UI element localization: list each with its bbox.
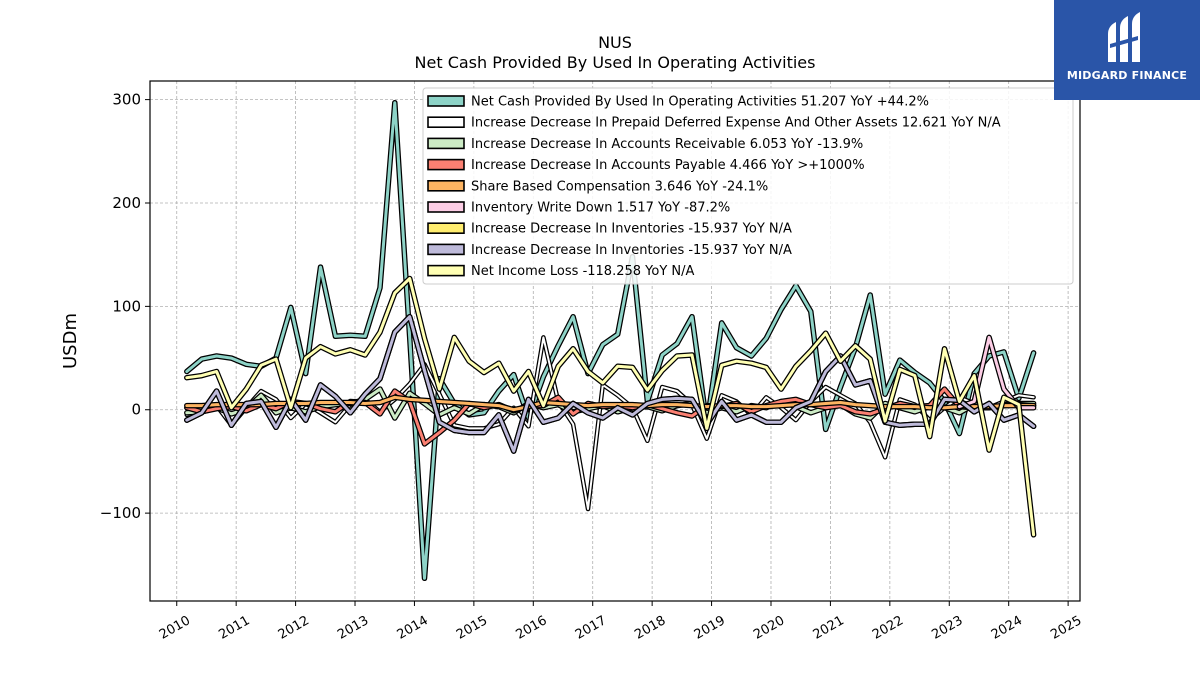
legend-series-name: Net Cash Provided By Used In Operating A…: [471, 95, 801, 110]
chart-subtitle: Net Cash Provided By Used In Operating A…: [415, 53, 816, 72]
legend-swatch: [427, 201, 465, 213]
series-line: [185, 395, 1036, 412]
legend-swatch: [427, 243, 465, 256]
legend-label: Increase Decrease In Inventories -15.937…: [471, 222, 792, 237]
legend-label: Increase Decrease In Prepaid Deferred Ex…: [471, 116, 1001, 131]
legend-swatch: [427, 264, 465, 277]
legend-label: Increase Decrease In Inventories -15.937…: [471, 243, 792, 258]
legend-yoy: YoY >+1000%: [770, 158, 864, 173]
legend-label: Inventory Write Down 1.517 YoY -87.2%: [471, 201, 730, 216]
legend-value: -118.258: [583, 264, 646, 279]
x-tick-label: 2012: [276, 613, 312, 643]
x-tick-label: 2016: [513, 613, 549, 643]
x-tick-label: 2025: [1048, 613, 1084, 643]
legend-entry: Increase Decrease In Prepaid Deferred Ex…: [427, 116, 1001, 131]
legend: Net Cash Provided By Used In Operating A…: [422, 87, 1074, 285]
series-9: [184, 275, 1037, 538]
legend-yoy: YoY N/A: [644, 264, 694, 279]
legend-value: 6.053: [750, 137, 791, 152]
legend-swatch: [427, 222, 465, 234]
legend-value: 12.621: [902, 116, 952, 131]
chart-title: NUS: [598, 33, 632, 52]
y-tick-label: 300: [112, 91, 141, 109]
x-tick-label: 2011: [216, 613, 252, 643]
x-tick-label: 2017: [573, 613, 609, 643]
legend-series-name: Share Based Compensation: [471, 179, 655, 194]
legend-value: -15.937: [688, 222, 742, 237]
legend-yoy: YoY N/A: [950, 116, 1000, 131]
legend-swatch: [427, 137, 465, 150]
y-tick-label: 200: [112, 194, 141, 212]
brand-logo: MIDGARD FINANCE: [1054, 0, 1200, 100]
legend-yoy: YoY N/A: [742, 243, 792, 258]
legend-entry: Net Income Loss -118.258 YoY N/A: [427, 264, 695, 279]
y-tick-label: −100: [100, 504, 141, 522]
legend-value: 51.207: [801, 95, 851, 110]
series-8: [184, 313, 1037, 454]
plot-frame: [149, 80, 1081, 602]
legend-yoy: YoY -24.1%: [695, 179, 768, 194]
legend-yoy: YoY -87.2%: [657, 201, 730, 216]
x-tick-label: 2014: [395, 613, 431, 643]
brand-emblem-icon: [1108, 12, 1140, 62]
x-tick-label: 2019: [692, 613, 728, 643]
legend-series-name: Increase Decrease In Inventories: [471, 243, 688, 258]
legend-yoy: YoY N/A: [742, 222, 792, 237]
legend-label: Increase Decrease In Accounts Receivable…: [471, 137, 863, 152]
x-tick-label: 2010: [157, 613, 193, 643]
legend-yoy: YoY -13.9%: [790, 137, 863, 152]
x-tick-label: 2015: [454, 613, 490, 643]
x-tick-label: 2021: [811, 613, 847, 643]
x-tick-label: 2018: [632, 613, 668, 643]
x-tick-label: 2023: [929, 613, 965, 643]
legend-value: 4.466: [730, 158, 771, 173]
series-line: [185, 315, 1036, 453]
legend-series-name: Inventory Write Down: [471, 201, 617, 216]
legend-entry: Increase Decrease In Accounts Receivable…: [427, 137, 863, 152]
legend-entry: Increase Decrease In Accounts Payable 4.…: [427, 158, 865, 173]
legend-yoy: YoY +44.2%: [850, 95, 929, 110]
brand-name: MIDGARD FINANCE: [1066, 69, 1188, 82]
legend-series-name: Net Income Loss: [471, 264, 583, 279]
legend-series-name: Increase Decrease In Accounts Payable: [471, 158, 730, 173]
legend-label: Net Income Loss -118.258 YoY N/A: [471, 264, 695, 279]
legend-series-name: Increase Decrease In Accounts Receivable: [471, 137, 750, 152]
legend-entry: Net Cash Provided By Used In Operating A…: [427, 95, 929, 110]
x-tick-label: 2022: [870, 613, 906, 643]
y-tick-label: 100: [112, 297, 141, 315]
x-tick-label: 2024: [989, 613, 1025, 643]
y-tick-label: 0: [131, 401, 141, 419]
legend-swatch: [427, 180, 465, 192]
legend-label: Net Cash Provided By Used In Operating A…: [471, 95, 929, 110]
legend-label: Increase Decrease In Accounts Payable 4.…: [471, 158, 865, 173]
series-2: [184, 335, 1036, 512]
legend-swatch: [427, 116, 465, 128]
y-axis-label: USDm: [60, 313, 81, 369]
legend-entry: Increase Decrease In Inventories -15.937…: [427, 243, 792, 258]
legend-entry: Inventory Write Down 1.517 YoY -87.2%: [427, 201, 730, 216]
legend-box: [422, 87, 1074, 285]
series-group: [184, 99, 1037, 582]
series-line: [185, 277, 1036, 537]
legend-entry: Increase Decrease In Inventories -15.937…: [427, 222, 792, 237]
series-1: [184, 99, 1037, 582]
legend-swatch: [427, 95, 465, 107]
legend-series-name: Increase Decrease In Prepaid Deferred Ex…: [471, 116, 902, 131]
legend-label: Share Based Compensation 3.646 YoY -24.1…: [471, 179, 768, 194]
legend-series-name: Increase Decrease In Inventories: [471, 222, 688, 237]
x-tick-label: 2020: [751, 613, 787, 643]
legend-swatch: [427, 158, 465, 171]
legend-value: -15.937: [688, 243, 742, 258]
legend-value: 1.517: [617, 201, 658, 216]
legend-entry: Share Based Compensation 3.646 YoY -24.1…: [427, 179, 768, 194]
series-5: [184, 394, 1037, 413]
x-tick-label: 2013: [335, 613, 371, 643]
series-line: [185, 336, 1035, 510]
legend-value: 3.646: [655, 179, 696, 194]
series-line: [185, 101, 1036, 580]
